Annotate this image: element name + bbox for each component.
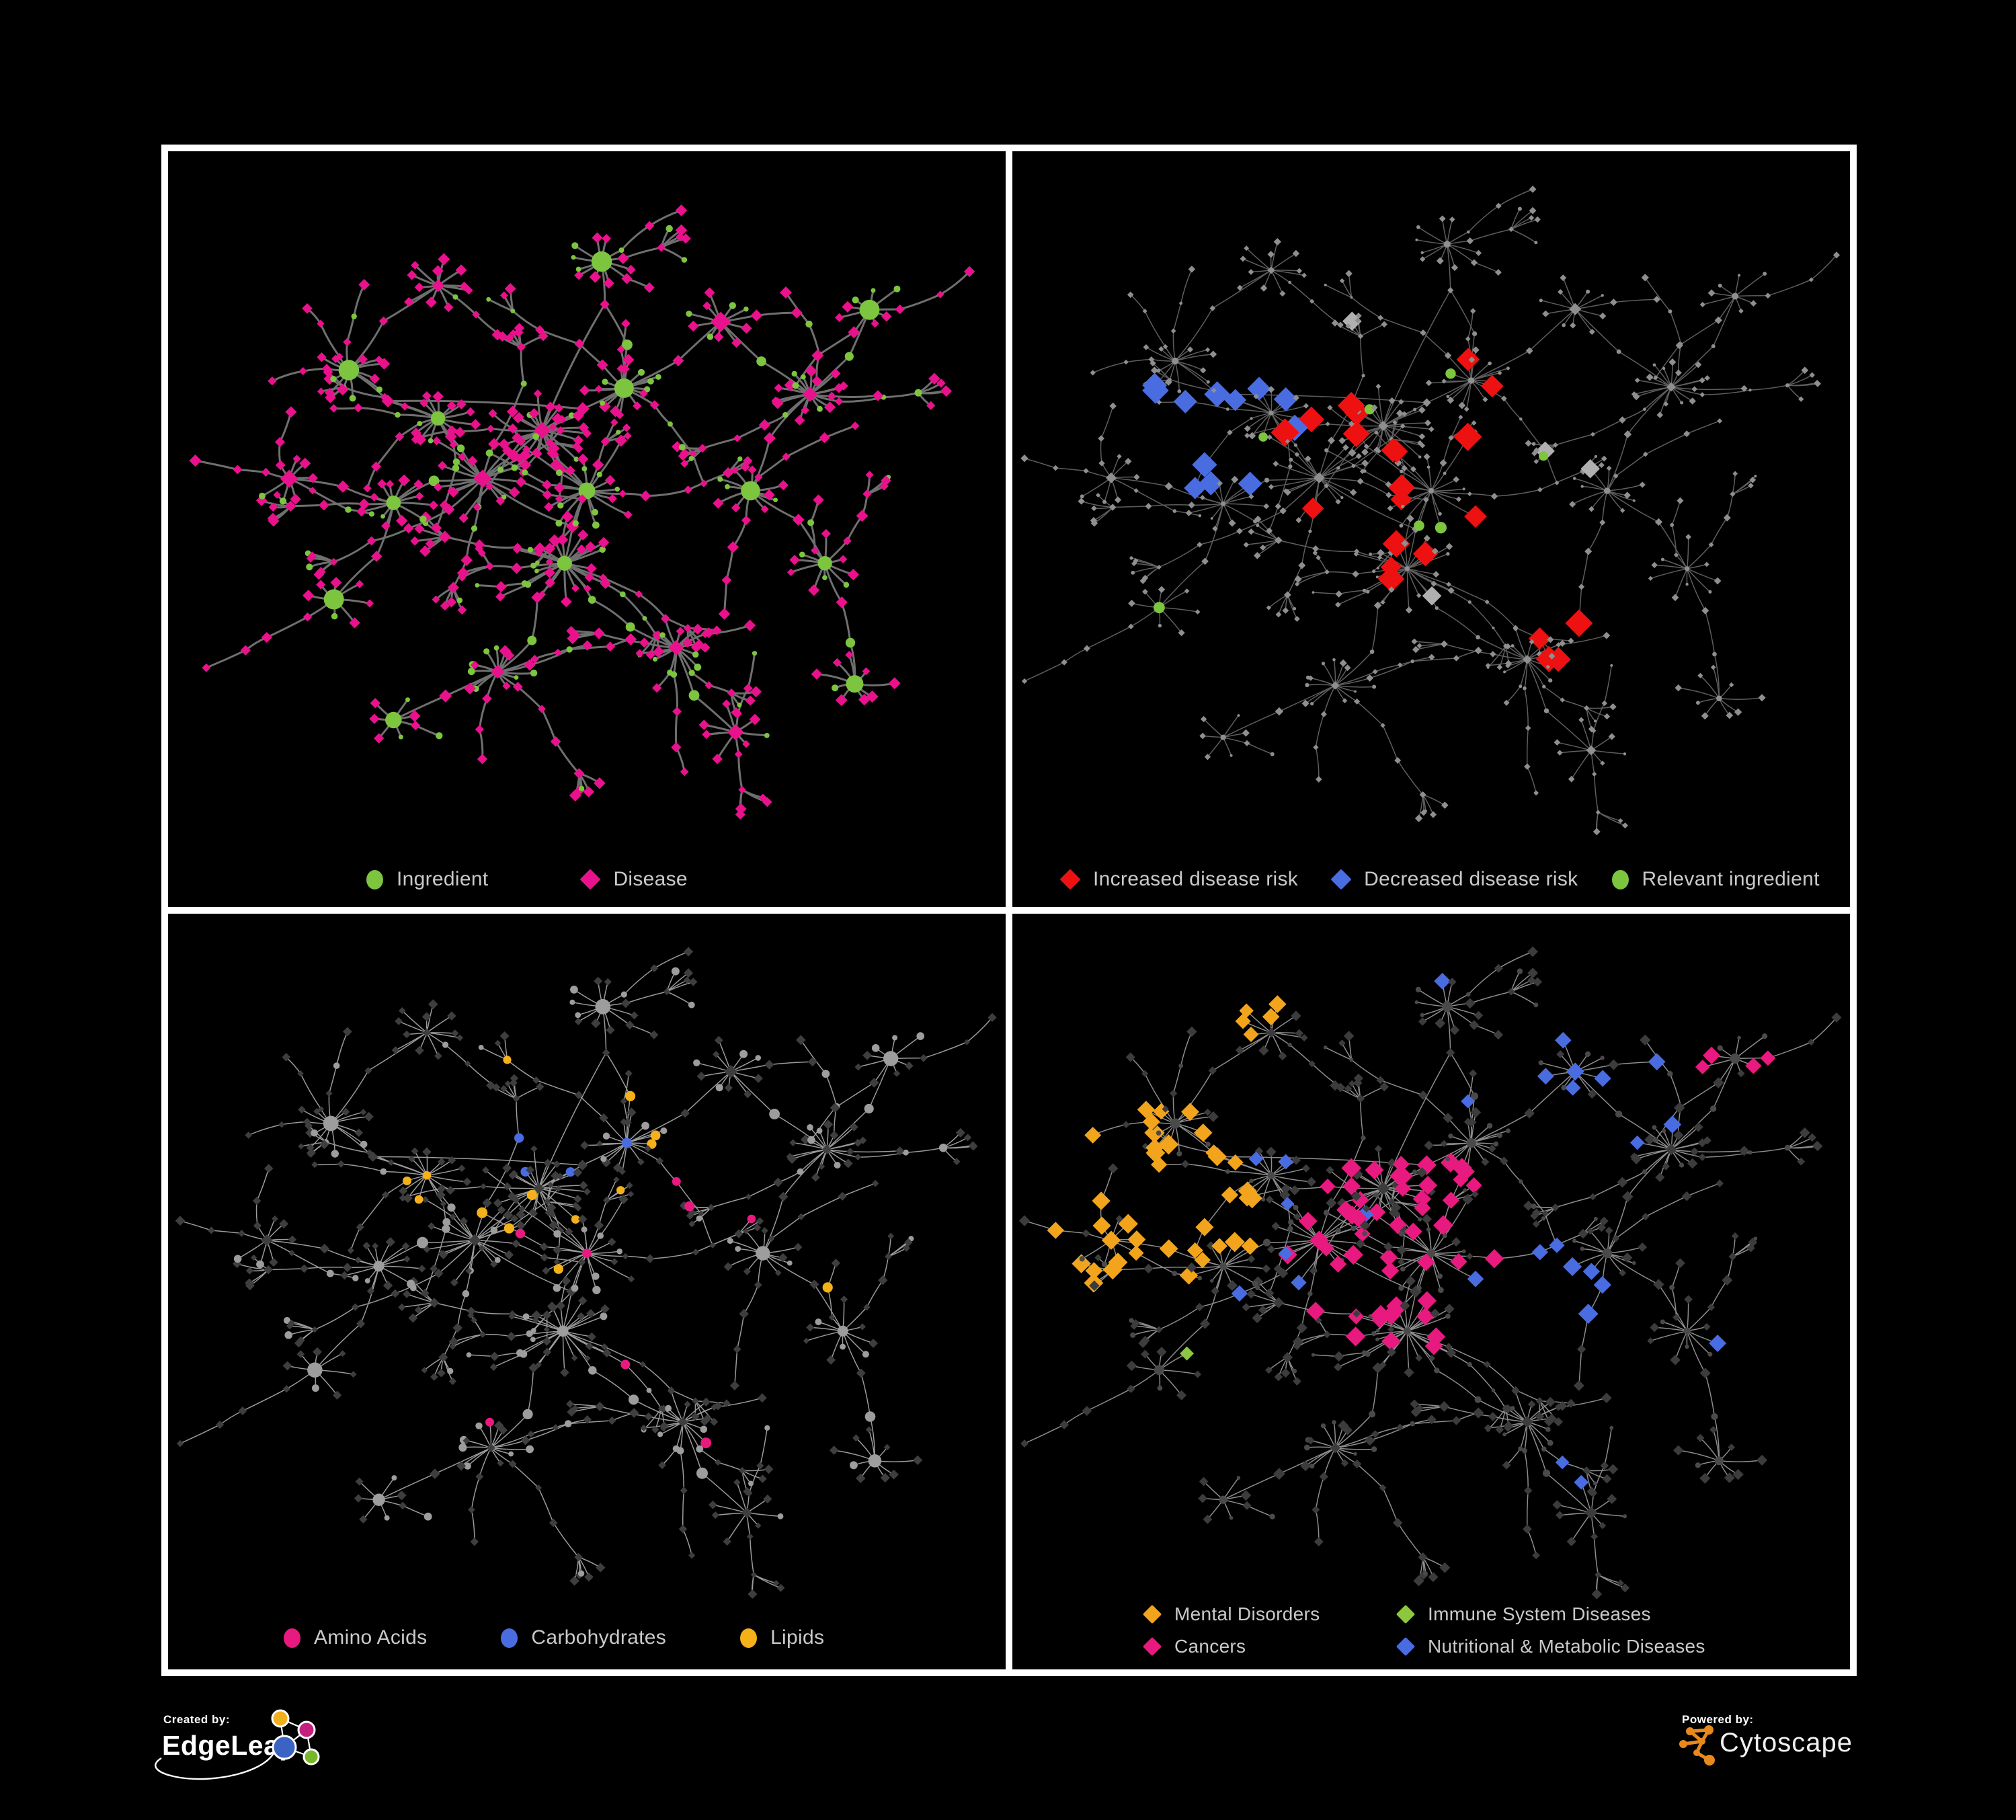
cancers-diamond-icon — [1142, 1636, 1162, 1657]
legend-item: Lipids — [740, 1626, 824, 1649]
legend-label: Mental Disorders — [1174, 1604, 1320, 1624]
powered-by-label: Powered by: — [1682, 1713, 1754, 1726]
relevant-ingredient-circle-icon — [1611, 869, 1629, 889]
edgeleap-swoosh — [155, 1750, 276, 1780]
four-panel-network-figure: Ingredient Disease Increased disease ris… — [161, 145, 1857, 1676]
amino-acids-circle-icon — [284, 1628, 300, 1648]
legend-label: Relevant ingredient — [1642, 868, 1820, 890]
ingredient-classes-network-graph — [175, 947, 997, 1599]
legend-label: Increased disease risk — [1093, 868, 1299, 890]
immune-system-diseases-diamond-icon — [1396, 1604, 1416, 1624]
legend-label: Ingredient — [397, 868, 489, 890]
ingredient-disease-network-graph — [189, 204, 975, 820]
disease-diamond-icon — [579, 869, 601, 890]
legend-label: Carbohydrates — [531, 1626, 667, 1649]
legend-item: Increased disease risk — [1059, 868, 1299, 891]
legend-label: Amino Acids — [314, 1626, 428, 1649]
legend-item: Nutritional & Metabolic Diseases — [1396, 1636, 1705, 1657]
ingredient-circle-icon — [366, 869, 383, 889]
edgeleap-blue-node — [272, 1735, 297, 1760]
legend-item: Ingredient — [366, 868, 488, 891]
edgeleap-green-node — [303, 1748, 320, 1766]
panel-disease-classes: Mental Disorders Immune System Diseases … — [1012, 914, 1850, 1669]
legend-label: Nutritional & Metabolic Diseases — [1428, 1636, 1705, 1657]
legend-item: Decreased disease risk — [1330, 868, 1578, 891]
legend-item: Mental Disorders — [1142, 1604, 1397, 1625]
legend-item: Amino Acids — [284, 1626, 427, 1649]
legend-label: Disease — [613, 868, 688, 890]
legend-disease-risk: Increased disease risk Decreased disease… — [1059, 868, 1820, 891]
decreased-risk-diamond-icon — [1330, 869, 1352, 890]
lipids-circle-icon — [740, 1628, 758, 1648]
legend-item: Cancers — [1142, 1636, 1397, 1657]
edgeleap-magenta-node — [297, 1720, 316, 1739]
panel-ingredient-disease: Ingredient Disease — [168, 151, 1006, 907]
panel-ingredient-classes: Amino Acids Carbohydrates Lipids — [168, 914, 1006, 1669]
disease-risk-network-graph — [1020, 186, 1841, 836]
increased-risk-diamond-icon — [1059, 869, 1081, 890]
carbohydrates-circle-icon — [501, 1628, 518, 1648]
legend-item: Immune System Diseases — [1396, 1604, 1705, 1625]
legend-label: Immune System Diseases — [1428, 1604, 1651, 1624]
nutritional-metabolic-diseases-diamond-icon — [1396, 1636, 1416, 1657]
legend-item: Relevant ingredient — [1611, 868, 1820, 891]
legend-label: Decreased disease risk — [1364, 868, 1578, 890]
legend-label: Lipids — [770, 1626, 825, 1649]
cytoscape-logo-icon — [1679, 1725, 1715, 1766]
edgeleap-orange-node — [271, 1709, 290, 1728]
created-by-label: Created by: — [163, 1713, 231, 1726]
disease-classes-network-graph — [1018, 946, 1842, 1599]
cytoscape-wordmark: Cytoscape — [1720, 1728, 1853, 1757]
legend-item: Carbohydrates — [501, 1626, 666, 1649]
legend-item: Disease — [579, 868, 688, 891]
legend-disease-classes: Mental Disorders Immune System Diseases … — [1142, 1604, 1705, 1657]
legend-ingredient-disease: Ingredient Disease — [366, 868, 688, 891]
panel-disease-risk: Increased disease risk Decreased disease… — [1012, 151, 1850, 907]
legend-ingredient-classes: Amino Acids Carbohydrates Lipids — [284, 1626, 824, 1649]
mental-disorders-diamond-icon — [1142, 1604, 1162, 1624]
edgeleap-logo-icon — [155, 1709, 320, 1780]
legend-label: Cancers — [1174, 1636, 1246, 1657]
